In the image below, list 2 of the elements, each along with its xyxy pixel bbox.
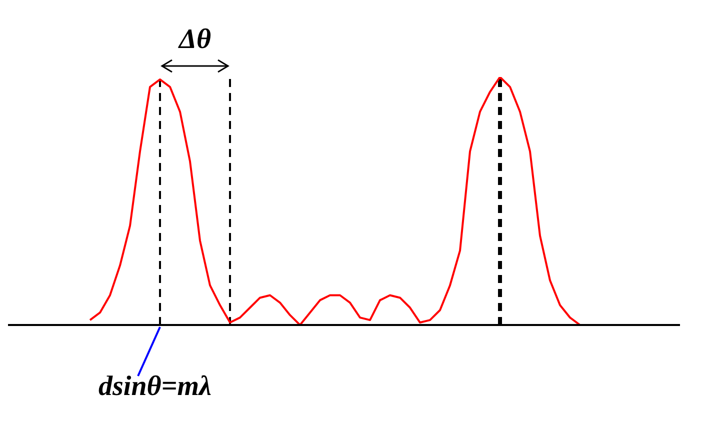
text: dsinθ=mλ bbox=[98, 371, 212, 402]
text: Δθ bbox=[178, 24, 212, 55]
